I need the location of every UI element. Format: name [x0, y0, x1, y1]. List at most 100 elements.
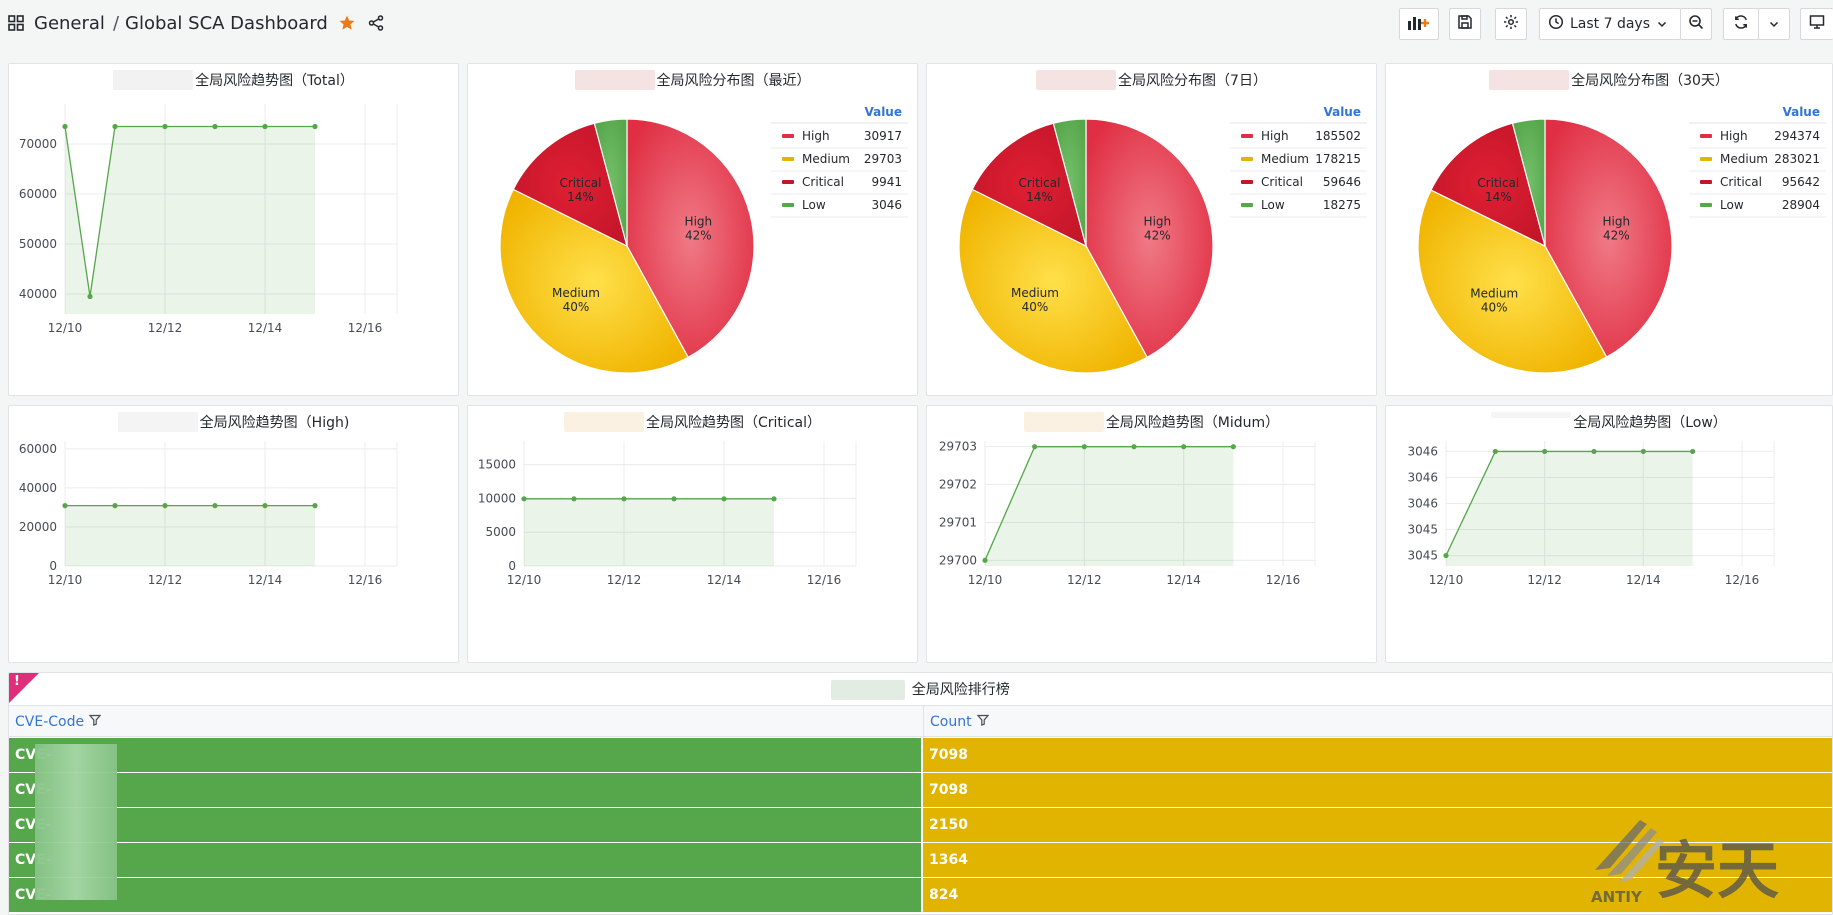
x-tick-label: 12/10 — [1429, 573, 1464, 587]
y-tick-label: 50000 — [19, 237, 57, 251]
x-tick-label: 12/12 — [1527, 573, 1562, 587]
trend-high-chart: 12/10 12/12 12/14 12/16 0 20000 40000 60000 — [19, 441, 398, 587]
cell-cve-code[interactable]: CVE- — [9, 808, 921, 842]
filter-icon[interactable] — [84, 714, 102, 730]
cell-count[interactable]: 1364 — [923, 843, 1832, 877]
pie-slice-percent: 40% — [1481, 300, 1508, 314]
zoom-out-button[interactable] — [1680, 8, 1712, 40]
share-icon[interactable] — [368, 15, 384, 31]
alert-icon: ! — [14, 674, 20, 689]
x-tick-label: 12/14 — [248, 573, 283, 587]
breadcrumb-home[interactable]: General — [34, 12, 105, 34]
add-panel-button[interactable] — [1399, 8, 1439, 40]
data-point — [771, 496, 777, 502]
y-tick-label: 3046 — [1407, 444, 1438, 458]
cell-cve-code[interactable]: CVE- — [9, 773, 921, 807]
x-tick-label: 12/16 — [1725, 573, 1760, 587]
panel-pie-7d[interactable]: 全局风险分布图（7日） High 42% Medium 40% Critical 14% V… — [926, 63, 1377, 396]
table-row[interactable]: CVE- 7098 — [9, 773, 1832, 807]
column-header-cve-code[interactable]: CVE-Code — [9, 706, 921, 738]
legend-swatch-low — [782, 203, 794, 207]
panel-title: 全局风险分布图（7日） — [1118, 73, 1267, 89]
legend-label: High — [802, 129, 830, 143]
legend-swatch-high — [1241, 134, 1253, 138]
cell-count[interactable]: 7098 — [923, 738, 1832, 772]
pie-slice-label: High — [685, 215, 713, 229]
title-redaction — [1491, 412, 1572, 418]
refresh-icon — [1733, 14, 1749, 34]
x-tick-label: 12/16 — [348, 321, 383, 335]
time-range-picker[interactable]: Last 7 days — [1539, 8, 1681, 40]
table-row[interactable]: CVE- 824 — [9, 878, 1832, 912]
legend-label: Low — [1261, 198, 1285, 212]
table-row[interactable]: CVE- 1364 — [9, 843, 1832, 877]
cell-count[interactable]: 2150 — [923, 808, 1832, 842]
panel-title: 全局风险分布图（30天） — [1571, 73, 1729, 89]
pie-slice-percent: 40% — [1022, 300, 1049, 314]
time-range-label: Last 7 days — [1570, 16, 1651, 32]
data-point — [1032, 444, 1038, 450]
data-point — [1230, 444, 1236, 450]
x-tick-label: 12/14 — [1166, 573, 1201, 587]
star-icon[interactable] — [338, 14, 356, 32]
x-tick-label: 12/14 — [707, 573, 742, 587]
gear-icon — [1503, 14, 1519, 34]
pie-slice-high — [1085, 118, 1214, 359]
panel-title: 全局风险趋势图（Midum） — [1105, 415, 1280, 431]
panel-title: 全局风险趋势图（Critical） — [646, 415, 821, 431]
y-tick-label: 10000 — [478, 491, 516, 505]
panel-trend-total[interactable]: 全局风险趋势图（Total） 12/10 12/12 12/14 12/16 40000… — [8, 63, 459, 396]
title-redaction — [117, 412, 198, 432]
table-row[interactable]: CVE- 2150 — [9, 808, 1832, 842]
panel-pie-30d[interactable]: 全局风险分布图（30天） High 42% Medium 40% Critical 14%… — [1385, 63, 1833, 396]
legend-swatch-high — [1700, 134, 1712, 138]
refresh-interval-dropdown[interactable] — [1758, 8, 1790, 40]
apps-icon[interactable] — [8, 15, 24, 31]
legend-swatch-low — [1241, 203, 1253, 207]
cell-count[interactable]: 7098 — [923, 773, 1832, 807]
breadcrumb: General / Global SCA Dashboard — [8, 10, 384, 36]
dashboard-title[interactable]: Global SCA Dashboard — [125, 12, 328, 34]
cell-cve-code[interactable]: CVE- — [9, 738, 921, 772]
panel-trend-low[interactable]: 全局风险趋势图（Low） 12/10 12/12 12/14 12/16 3045 304… — [1385, 405, 1833, 663]
pie-slice-low — [593, 118, 628, 247]
pie-slice-label: High — [1144, 215, 1172, 229]
data-point — [1690, 448, 1696, 455]
table-row[interactable]: CVE- 7098 — [9, 738, 1832, 772]
panel-trend-critical[interactable]: 全局风险趋势图（Critical） 12/10 12/12 12/14 12/16 0 5… — [467, 405, 918, 663]
legend-value: 294374 — [1774, 129, 1820, 143]
y-tick-label: 60000 — [19, 187, 57, 201]
legend-header: Value — [864, 105, 902, 119]
data-point — [162, 503, 168, 509]
column-header-count[interactable]: Count — [923, 706, 1832, 738]
cell-cve-code[interactable]: CVE- — [9, 878, 921, 912]
legend-header: Value — [1782, 105, 1820, 119]
panel-trend-medium[interactable]: 全局风险趋势图（Midum） 12/10 12/12 12/14 12/16 29700… — [926, 405, 1377, 663]
tv-mode-button[interactable] — [1800, 8, 1833, 40]
data-point — [982, 557, 988, 563]
legend-label: Critical — [802, 175, 844, 189]
data-point — [62, 503, 68, 509]
panel-pie-recent[interactable]: 全局风险分布图（最近） High 42% Medium 40% Critical 14% V… — [467, 63, 918, 396]
panel-alert-corner[interactable] — [9, 673, 39, 703]
legend-value: 95642 — [1782, 175, 1820, 189]
panel-title: 全局风险趋势图（Total） — [195, 73, 354, 89]
title-redaction — [831, 680, 906, 700]
cell-count[interactable]: 824 — [923, 878, 1832, 912]
antiy-watermark-logo: ANTIY 安天 — [1585, 810, 1825, 910]
cell-cve-code[interactable]: CVE- — [9, 843, 921, 877]
legend-swatch-medium — [1241, 157, 1253, 161]
refresh-button[interactable] — [1723, 8, 1759, 40]
trend-low-chart: 12/10 12/12 12/14 12/16 3045 3045 3046 3046 3046 — [1407, 441, 1775, 587]
panel-trend-high[interactable]: 全局风险趋势图（High) 12/10 12/12 12/14 12/16 0 20000… — [8, 405, 459, 663]
dashboard-settings-button[interactable] — [1495, 8, 1527, 40]
save-dashboard-button[interactable] — [1449, 8, 1481, 40]
y-tick-label: 3045 — [1407, 523, 1438, 537]
panel-risk-ranking[interactable]: ! 全局风险排行榜 CVE-Code Count CVE- 7098 CVE- 709… — [8, 672, 1833, 915]
pie-slice-high — [1544, 118, 1673, 358]
legend-swatch-critical — [782, 180, 794, 184]
legend-label: Medium — [1720, 152, 1768, 166]
filter-icon[interactable] — [972, 714, 989, 730]
